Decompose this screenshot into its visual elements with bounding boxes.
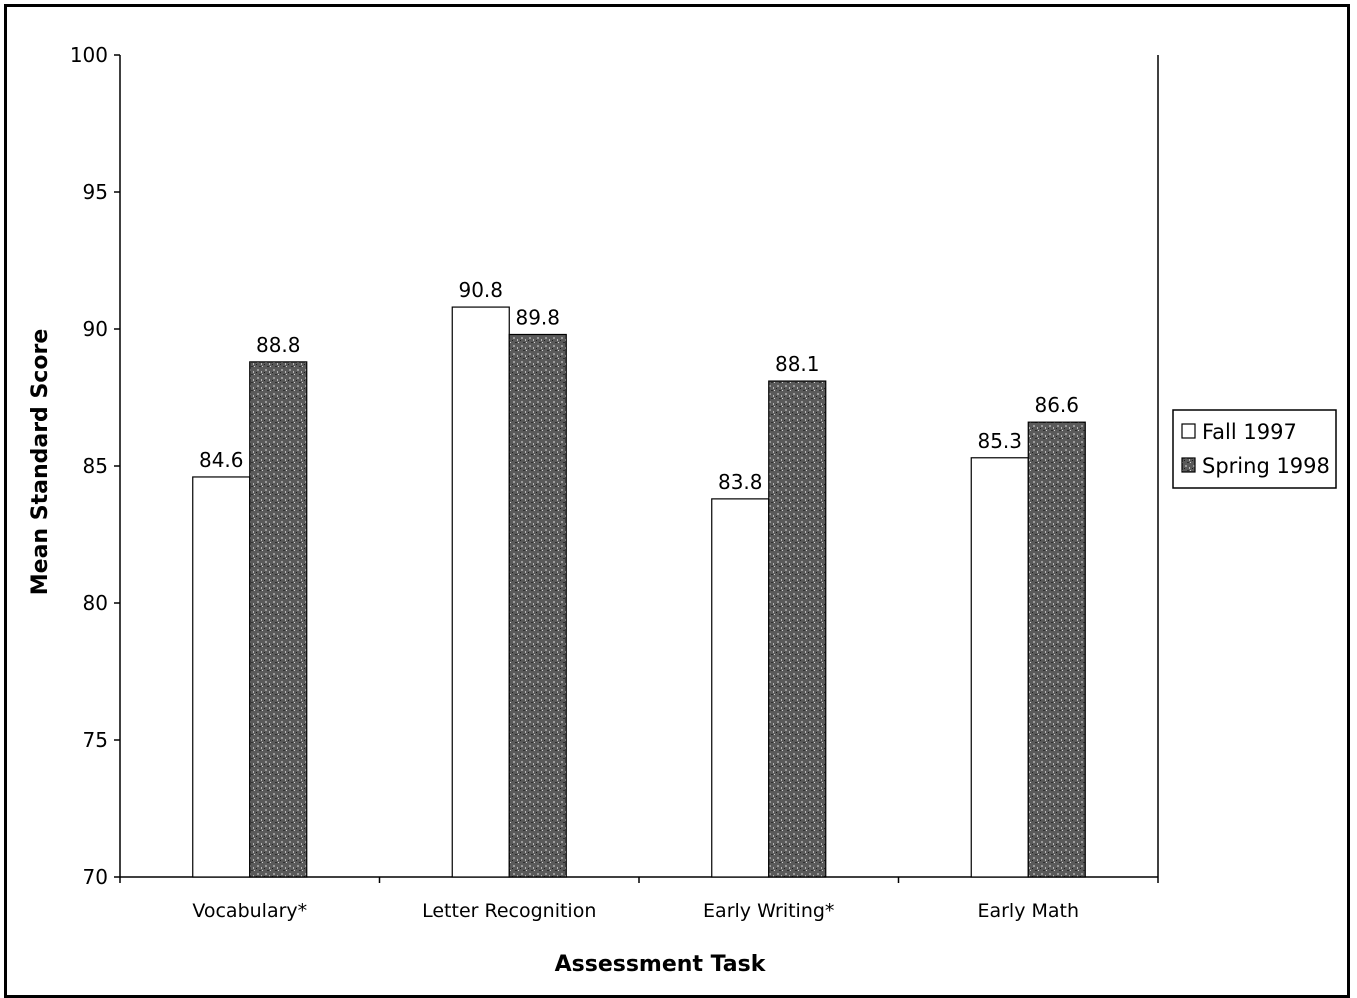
x-category-label: Early Writing* <box>703 900 834 922</box>
bar-spring-1998 <box>508 333 567 878</box>
x-axis-title: Assessment Task <box>555 952 767 977</box>
data-label: 83.8 <box>718 470 763 494</box>
legend: Fall 1997 Spring 1998 <box>1172 409 1337 489</box>
data-label: 89.8 <box>515 305 560 329</box>
y-tick-label: 95 <box>83 180 108 204</box>
x-category-label: Letter Recognition <box>422 900 596 922</box>
bar-fall-1997 <box>970 457 1029 878</box>
y-axis-title: Mean Standard Score <box>28 329 53 595</box>
bar-fall-1997 <box>451 306 510 878</box>
data-label: 84.6 <box>199 448 244 472</box>
data-label: 86.6 <box>1034 393 1079 417</box>
y-tick-label: 70 <box>83 865 108 889</box>
y-tick-label: 90 <box>83 317 108 341</box>
data-label: 90.8 <box>458 278 503 302</box>
y-tick-label: 75 <box>83 728 108 752</box>
legend-box <box>1172 409 1337 489</box>
data-label: 85.3 <box>977 429 1022 453</box>
y-tick-label: 85 <box>83 454 108 478</box>
x-category-label: Early Math <box>977 900 1079 922</box>
bar-fall-1997 <box>192 476 251 878</box>
bar-spring-1998 <box>1027 421 1086 878</box>
bar-spring-1998 <box>768 380 827 878</box>
bar-fall-1997 <box>711 498 770 878</box>
legend-label: Spring 1998 <box>1202 454 1330 478</box>
x-category-label: Vocabulary* <box>192 900 307 922</box>
legend-swatch-spring-1998 <box>1181 457 1196 473</box>
data-label: 88.8 <box>256 333 301 357</box>
legend-swatch-fall-1997 <box>1181 423 1196 439</box>
y-tick-label: 100 <box>70 43 108 67</box>
legend-label: Fall 1997 <box>1202 420 1297 444</box>
bar-spring-1998 <box>249 361 308 878</box>
y-tick-label: 80 <box>83 591 108 615</box>
data-label: 88.1 <box>775 352 820 376</box>
